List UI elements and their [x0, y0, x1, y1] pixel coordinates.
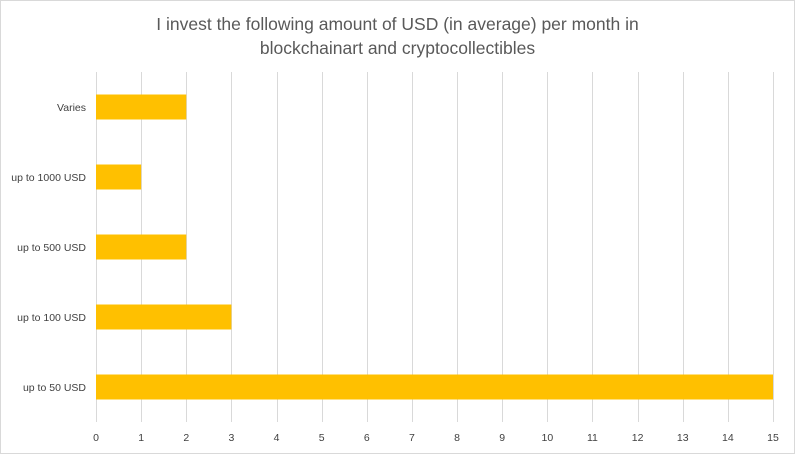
- category-label-1: up to 1000 USD: [11, 172, 86, 184]
- x-tick-label-2: 2: [183, 432, 189, 444]
- category-labels: Varies up to 1000 USD up to 500 USD up to 1…: [11, 102, 86, 394]
- chart-title-line-1: I invest the following amount of USD (in…: [156, 14, 639, 34]
- x-tick-label-6: 6: [364, 432, 370, 444]
- category-label-2: up to 500 USD: [17, 242, 86, 254]
- x-tick-label-14: 14: [722, 432, 734, 444]
- x-tick-label-8: 8: [454, 432, 460, 444]
- x-tick-label-4: 4: [274, 432, 280, 444]
- x-tick-labels: 0 1 2 3 4 5 6 7 8 9 10 11 12 13 14 15: [93, 432, 779, 444]
- x-tick-label-15: 15: [767, 432, 779, 444]
- bars: [96, 94, 773, 400]
- x-tick-label-13: 13: [677, 432, 689, 444]
- bar-1: [96, 164, 142, 190]
- bar-2: [96, 234, 187, 260]
- chart-title: I invest the following amount of USD (in…: [0, 12, 795, 60]
- x-tick-label-5: 5: [319, 432, 325, 444]
- x-tick-label-12: 12: [632, 432, 644, 444]
- x-tick-label-11: 11: [587, 432, 598, 444]
- x-tick-label-1: 1: [138, 432, 144, 444]
- category-label-4: up to 50 USD: [23, 382, 86, 394]
- x-tick-label-10: 10: [541, 432, 553, 444]
- x-tick-label-7: 7: [409, 432, 415, 444]
- bar-0: [96, 94, 187, 120]
- x-tick-label-0: 0: [93, 432, 99, 444]
- bar-3: [96, 304, 232, 330]
- bar-4: [96, 374, 773, 400]
- x-tick-label-3: 3: [228, 432, 234, 444]
- category-label-3: up to 100 USD: [17, 312, 86, 324]
- category-label-0: Varies: [57, 102, 86, 114]
- gridlines: [96, 72, 774, 422]
- x-tick-label-9: 9: [499, 432, 505, 444]
- chart-title-line-2: blockchainart and cryptocollectibles: [259, 38, 536, 58]
